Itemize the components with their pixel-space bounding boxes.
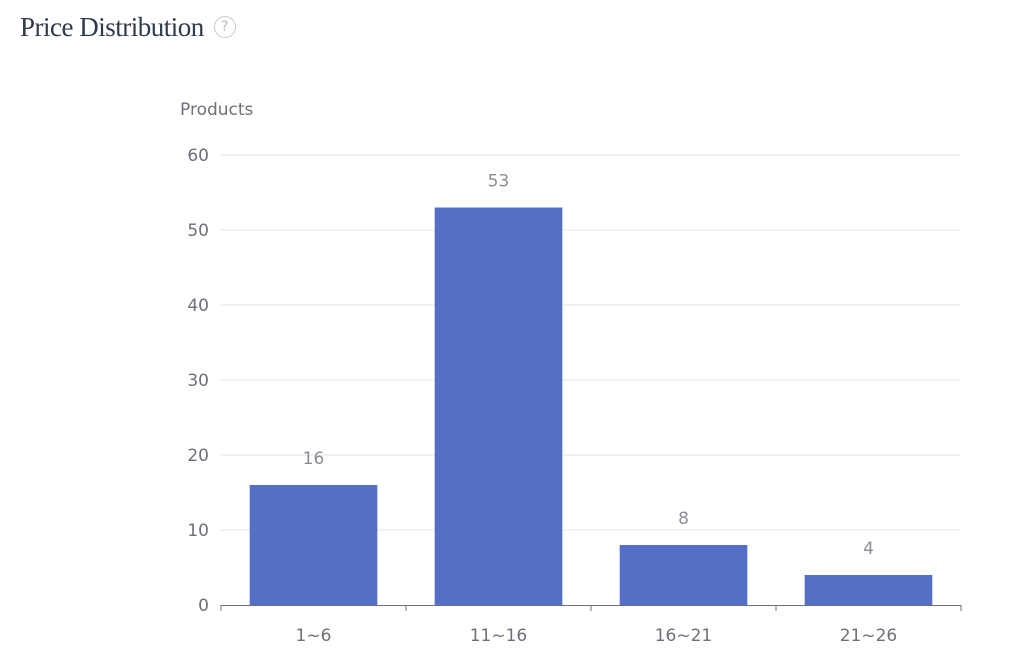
bar-value-label: 53 bbox=[488, 172, 510, 192]
x-tick-label: 16~21 bbox=[655, 626, 713, 646]
x-tick-label: 21~26 bbox=[840, 626, 898, 646]
x-tick-label: 11~16 bbox=[470, 626, 528, 646]
bar bbox=[434, 207, 563, 605]
y-tick-label: 40 bbox=[187, 296, 209, 316]
bar bbox=[619, 545, 748, 605]
y-tick-label: 0 bbox=[198, 596, 209, 616]
y-tick-label: 50 bbox=[187, 221, 209, 241]
y-tick-label: 20 bbox=[187, 446, 209, 466]
bar-value-label: 16 bbox=[303, 449, 325, 469]
question-circle-icon[interactable]: ? bbox=[213, 16, 236, 38]
bar bbox=[249, 485, 378, 605]
panel-header: Price Distribution ? bbox=[20, 8, 236, 46]
bar-value-label: 4 bbox=[863, 539, 874, 559]
page-title: Price Distribution bbox=[20, 11, 204, 42]
y-tick-label: 30 bbox=[187, 371, 209, 391]
y-tick-label: 10 bbox=[187, 521, 209, 541]
y-axis-label: Products bbox=[180, 100, 254, 120]
y-tick-label: 60 bbox=[187, 146, 209, 166]
bar-value-label: 8 bbox=[678, 509, 689, 529]
x-tick-label: 1~6 bbox=[296, 626, 332, 646]
bar bbox=[804, 575, 933, 605]
